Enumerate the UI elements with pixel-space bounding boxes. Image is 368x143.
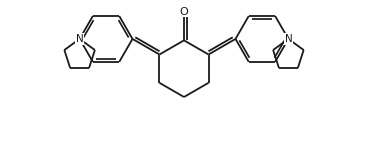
Text: N: N	[284, 34, 292, 44]
Text: O: O	[180, 7, 188, 17]
Text: N: N	[76, 34, 84, 44]
